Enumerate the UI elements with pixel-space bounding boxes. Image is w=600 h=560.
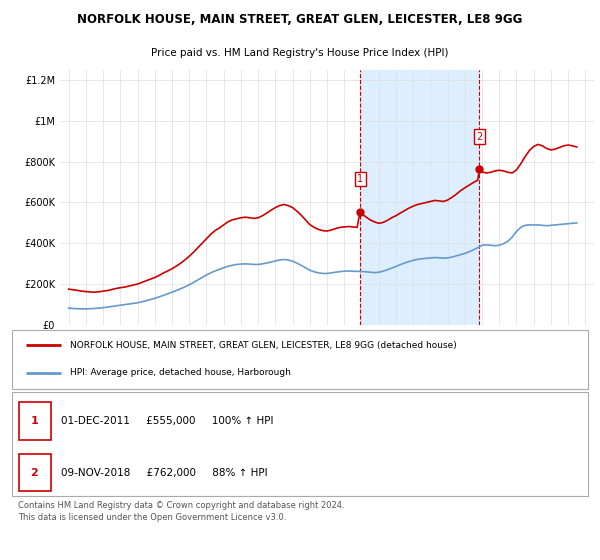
Text: 09-NOV-2018     £762,000     88% ↑ HPI: 09-NOV-2018 £762,000 88% ↑ HPI bbox=[61, 468, 268, 478]
Text: 2: 2 bbox=[476, 132, 482, 142]
FancyBboxPatch shape bbox=[19, 402, 50, 440]
FancyBboxPatch shape bbox=[19, 454, 50, 492]
Text: NORFOLK HOUSE, MAIN STREET, GREAT GLEN, LEICESTER, LE8 9GG (detached house): NORFOLK HOUSE, MAIN STREET, GREAT GLEN, … bbox=[70, 340, 457, 349]
Text: Price paid vs. HM Land Registry's House Price Index (HPI): Price paid vs. HM Land Registry's House … bbox=[151, 48, 449, 58]
Text: Contains HM Land Registry data © Crown copyright and database right 2024.
This d: Contains HM Land Registry data © Crown c… bbox=[18, 501, 344, 522]
FancyBboxPatch shape bbox=[12, 330, 588, 389]
Text: NORFOLK HOUSE, MAIN STREET, GREAT GLEN, LEICESTER, LE8 9GG: NORFOLK HOUSE, MAIN STREET, GREAT GLEN, … bbox=[77, 13, 523, 26]
Text: 1: 1 bbox=[357, 174, 363, 184]
Text: HPI: Average price, detached house, Harborough: HPI: Average price, detached house, Harb… bbox=[70, 368, 290, 377]
Text: 01-DEC-2011     £555,000     100% ↑ HPI: 01-DEC-2011 £555,000 100% ↑ HPI bbox=[61, 416, 274, 426]
FancyBboxPatch shape bbox=[12, 392, 588, 496]
Bar bbox=[360, 70, 479, 325]
Text: 1: 1 bbox=[31, 416, 38, 426]
Text: 2: 2 bbox=[31, 468, 38, 478]
